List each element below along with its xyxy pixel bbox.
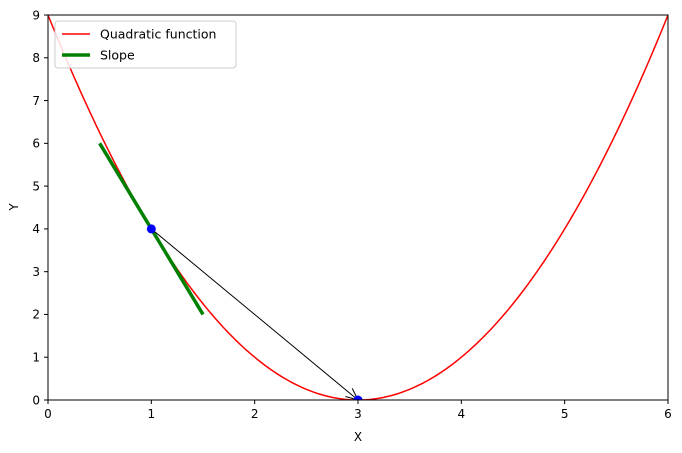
x-tick-label: 5 bbox=[561, 407, 569, 421]
x-tick-label: 4 bbox=[458, 407, 466, 421]
y-tick-label: 8 bbox=[32, 51, 40, 65]
plot-frame bbox=[47, 14, 669, 401]
x-axis-label: X bbox=[354, 430, 362, 444]
y-tick-label: 0 bbox=[32, 393, 40, 407]
x-tick-label: 2 bbox=[251, 407, 259, 421]
data-point-1 bbox=[146, 224, 156, 234]
y-tick-label: 2 bbox=[32, 308, 40, 322]
y-tick-label: 3 bbox=[32, 265, 40, 279]
y-tick-label: 7 bbox=[32, 94, 40, 108]
arrow-annotation-shaft bbox=[151, 228, 359, 400]
arrow-annotation-head bbox=[345, 388, 359, 400]
legend: Quadratic function Slope bbox=[54, 20, 237, 69]
y-tick-label: 5 bbox=[32, 179, 40, 193]
x-tick-label: 0 bbox=[44, 407, 52, 421]
y-axis: 0 1 2 3 4 5 6 7 8 9 bbox=[32, 8, 48, 407]
x-axis: 0 1 2 3 4 5 6 bbox=[44, 400, 672, 421]
series-quadratic-line bbox=[48, 15, 668, 400]
data-point-2 bbox=[353, 395, 363, 400]
legend-label-slope: Slope bbox=[100, 48, 135, 63]
plot-area bbox=[48, 15, 668, 400]
x-tick-label: 1 bbox=[148, 407, 156, 421]
y-tick-label: 6 bbox=[32, 137, 40, 151]
legend-label-quadratic: Quadratic function bbox=[100, 27, 216, 42]
x-tick-label: 3 bbox=[354, 407, 362, 421]
y-tick-label: 9 bbox=[32, 8, 40, 22]
legend-box bbox=[54, 20, 237, 69]
y-tick-label: 4 bbox=[32, 222, 40, 236]
x-tick-label: 6 bbox=[664, 407, 672, 421]
y-axis-label: Y bbox=[7, 203, 21, 212]
y-tick-label: 1 bbox=[32, 351, 40, 365]
